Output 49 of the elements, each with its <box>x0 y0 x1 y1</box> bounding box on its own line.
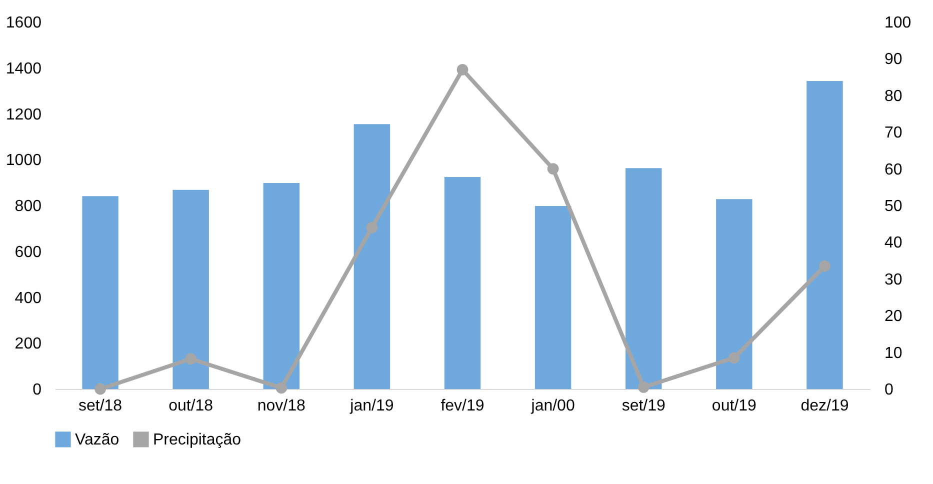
point <box>728 352 740 364</box>
y2-tick-label: 40 <box>884 234 902 252</box>
y-tick-label: 1400 <box>6 60 42 78</box>
y2-tick-label: 70 <box>884 124 902 142</box>
bar <box>444 177 481 389</box>
point <box>185 353 197 365</box>
y-tick-label: 400 <box>14 290 42 307</box>
point <box>276 382 288 394</box>
point <box>366 222 378 234</box>
y-tick-label: 1600 <box>6 14 42 32</box>
point <box>819 260 830 272</box>
point <box>456 64 468 76</box>
point <box>94 383 106 395</box>
y-tick-label: 0 <box>32 382 42 398</box>
x-tick-label: fev/19 <box>440 398 484 414</box>
y2-tick-label: 80 <box>884 88 902 105</box>
point <box>638 381 650 393</box>
y-tick-label: 200 <box>14 336 42 353</box>
x-tick-label: jan/00 <box>530 398 575 414</box>
y-tick-label: 800 <box>14 198 42 215</box>
y2-tick-label: 50 <box>884 198 902 215</box>
y-tick-label: 1000 <box>6 152 42 170</box>
x-tick-label: nov/18 <box>257 398 306 414</box>
x-tick-label: dez/19 <box>800 398 849 414</box>
x-tick-label: out/19 <box>712 398 757 414</box>
point <box>547 163 559 174</box>
y2-tick-label: 0 <box>884 382 894 398</box>
y2-tick-label: 20 <box>884 308 902 326</box>
bar <box>716 199 752 389</box>
bar <box>534 206 572 389</box>
y2-tick-label: 100 <box>884 14 912 32</box>
bar <box>82 196 118 389</box>
y-tick-label: 600 <box>14 244 42 261</box>
x-tick-label: set/18 <box>78 398 122 414</box>
bar <box>806 80 843 389</box>
y2-tick-label: 30 <box>884 271 902 288</box>
x-tick-label: jan/19 <box>349 398 394 414</box>
bar <box>172 190 209 389</box>
legend-label: Precipitação <box>153 431 242 448</box>
x-tick-label: out/18 <box>168 398 214 414</box>
bar <box>263 183 300 389</box>
legend-label: Vazão <box>75 431 120 448</box>
y2-tick-label: 10 <box>884 344 902 362</box>
x-tick-label: set/19 <box>622 398 666 414</box>
bar <box>354 124 390 389</box>
y2-tick-label: 60 <box>884 161 902 178</box>
y2-tick-label: 90 <box>884 51 902 68</box>
y-tick-label: 1200 <box>6 106 42 124</box>
bar <box>626 168 662 389</box>
